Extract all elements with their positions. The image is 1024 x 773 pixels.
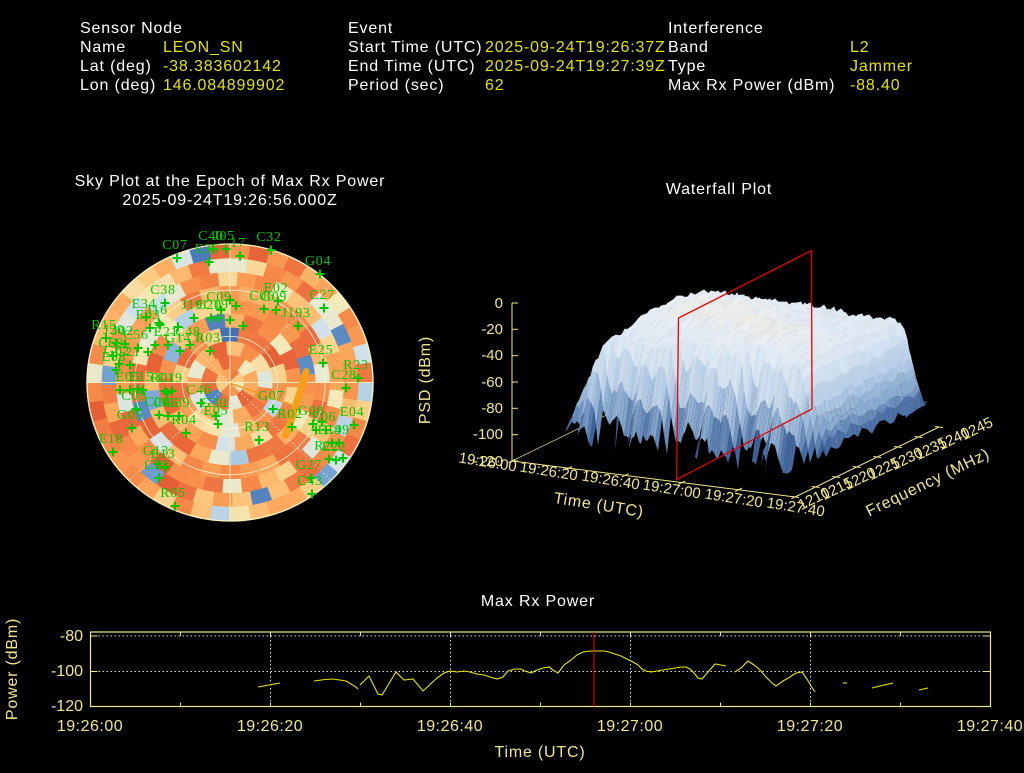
svg-text:C56: C56	[123, 328, 148, 343]
svg-text:R02: R02	[277, 407, 302, 422]
svg-text:146.084899902: 146.084899902	[163, 77, 285, 94]
svg-text:-38.383602142: -38.383602142	[163, 58, 282, 75]
svg-text:G14: G14	[165, 331, 191, 346]
svg-text:J19: J19	[181, 298, 203, 313]
svg-text:J02: J02	[112, 324, 134, 339]
svg-text:C09: C09	[121, 389, 146, 404]
svg-text:E03: E03	[136, 308, 161, 323]
svg-text:R23: R23	[343, 358, 368, 373]
svg-text:C07: C07	[162, 238, 187, 253]
svg-text:C49: C49	[324, 423, 349, 438]
svg-text:17: 17	[230, 236, 245, 251]
svg-text:-20: -20	[481, 321, 503, 338]
svg-text:G07: G07	[258, 389, 284, 404]
svg-text:G39: G39	[164, 396, 190, 411]
svg-text:Max Rx Power: Max Rx Power	[481, 593, 595, 610]
svg-text:Type: Type	[668, 58, 706, 75]
svg-text:Waterfall Plot: Waterfall Plot	[666, 181, 772, 198]
svg-text:Band: Band	[668, 39, 709, 56]
svg-text:G09: G09	[261, 290, 287, 305]
svg-text:C32: C32	[256, 230, 281, 245]
svg-text:C22: C22	[144, 458, 169, 473]
svg-text:C06: C06	[249, 289, 274, 304]
svg-text:62: 62	[485, 77, 505, 94]
svg-text:Period (sec): Period (sec)	[348, 77, 444, 94]
svg-text:C19: C19	[157, 371, 182, 386]
svg-text:R01: R01	[150, 371, 175, 386]
svg-text:C43: C43	[297, 474, 322, 489]
svg-text:19:26:20: 19:26:20	[237, 718, 303, 735]
svg-text:PSD (dBm): PSD (dBm)	[417, 336, 434, 424]
svg-text:Start Time (UTC): Start Time (UTC)	[348, 39, 483, 56]
svg-text:R05: R05	[160, 486, 185, 501]
svg-text:G08: G08	[298, 404, 324, 419]
svg-text:C46: C46	[186, 383, 211, 398]
svg-text:End Time (UTC): End Time (UTC)	[348, 58, 475, 75]
svg-text:Interference: Interference	[668, 20, 764, 37]
svg-text:-120: -120	[51, 698, 83, 715]
svg-text:C38: C38	[150, 283, 175, 298]
svg-text:C27: C27	[309, 288, 334, 303]
svg-text:C06: C06	[153, 396, 178, 411]
svg-text:-60: -60	[481, 374, 503, 391]
svg-text:J20: J20	[103, 323, 125, 338]
svg-text:19:27:00: 19:27:00	[597, 718, 663, 735]
svg-text:0: 0	[495, 295, 503, 312]
svg-text:19:27:40: 19:27:40	[957, 718, 1023, 735]
svg-text:C09: C09	[206, 290, 231, 305]
svg-text:Sensor Node: Sensor Node	[80, 20, 183, 37]
svg-text:C40: C40	[198, 229, 223, 244]
svg-text:Jammer: Jammer	[850, 58, 913, 75]
svg-text:C48: C48	[175, 325, 200, 340]
svg-text:-80: -80	[60, 628, 83, 645]
svg-text:G04: G04	[305, 254, 331, 269]
svg-text:C20: C20	[196, 298, 221, 313]
svg-text:Lon (deg): Lon (deg)	[80, 77, 156, 94]
svg-text:Event: Event	[348, 20, 393, 37]
svg-text:-120: -120	[473, 453, 503, 470]
svg-text:Name: Name	[80, 39, 126, 56]
svg-text:E34: E34	[132, 297, 157, 312]
svg-text:J193: J193	[281, 306, 310, 321]
svg-text:G30: G30	[201, 396, 227, 411]
svg-text:19:27:20: 19:27:20	[777, 718, 843, 735]
svg-text:-88.40: -88.40	[850, 77, 900, 94]
svg-text:LEON_SN: LEON_SN	[163, 39, 244, 56]
svg-text:-40: -40	[481, 347, 503, 364]
svg-text:E18: E18	[99, 432, 124, 447]
svg-text:Sky Plot at the Epoch of Max R: Sky Plot at the Epoch of Max Rx Power	[75, 173, 386, 190]
svg-text:E15: E15	[129, 370, 154, 385]
svg-text:2025-09-24T19:27:39Z: 2025-09-24T19:27:39Z	[485, 58, 666, 75]
svg-text:E05: E05	[116, 370, 141, 385]
svg-text:2025-09-24T19:26:37Z: 2025-09-24T19:26:37Z	[485, 39, 666, 56]
svg-text:Lat (deg): Lat (deg)	[80, 58, 152, 75]
svg-text:-100: -100	[473, 426, 503, 443]
svg-text:G13: G13	[143, 444, 169, 459]
svg-text:L2: L2	[850, 39, 870, 56]
svg-text:G27: G27	[296, 458, 322, 473]
svg-text:-80: -80	[481, 400, 503, 417]
svg-text:J05: J05	[213, 229, 235, 244]
svg-text:C00: C00	[144, 395, 169, 410]
svg-text:J16: J16	[146, 303, 168, 318]
svg-text:R13: R13	[244, 420, 269, 435]
svg-text:2025-09-24T19:26:56.000Z: 2025-09-24T19:26:56.000Z	[122, 192, 337, 209]
svg-text:E25: E25	[309, 343, 334, 358]
svg-text:R15: R15	[91, 318, 116, 333]
svg-text:E02: E02	[264, 281, 289, 296]
svg-text:C28: C28	[331, 368, 356, 383]
svg-text:E04: E04	[340, 405, 365, 420]
svg-text:Power (dBm): Power (dBm)	[4, 618, 21, 720]
svg-text:19:26:00: 19:26:00	[57, 718, 123, 735]
svg-text:R03: R03	[195, 331, 220, 346]
svg-text:Time (UTC): Time (UTC)	[495, 744, 586, 761]
svg-text:G05: G05	[117, 408, 143, 423]
svg-text:Max Rx Power (dBm): Max Rx Power (dBm)	[668, 77, 835, 94]
svg-text:E13: E13	[151, 447, 176, 462]
svg-text:19:26:40: 19:26:40	[417, 718, 483, 735]
svg-text:-100: -100	[51, 663, 83, 680]
